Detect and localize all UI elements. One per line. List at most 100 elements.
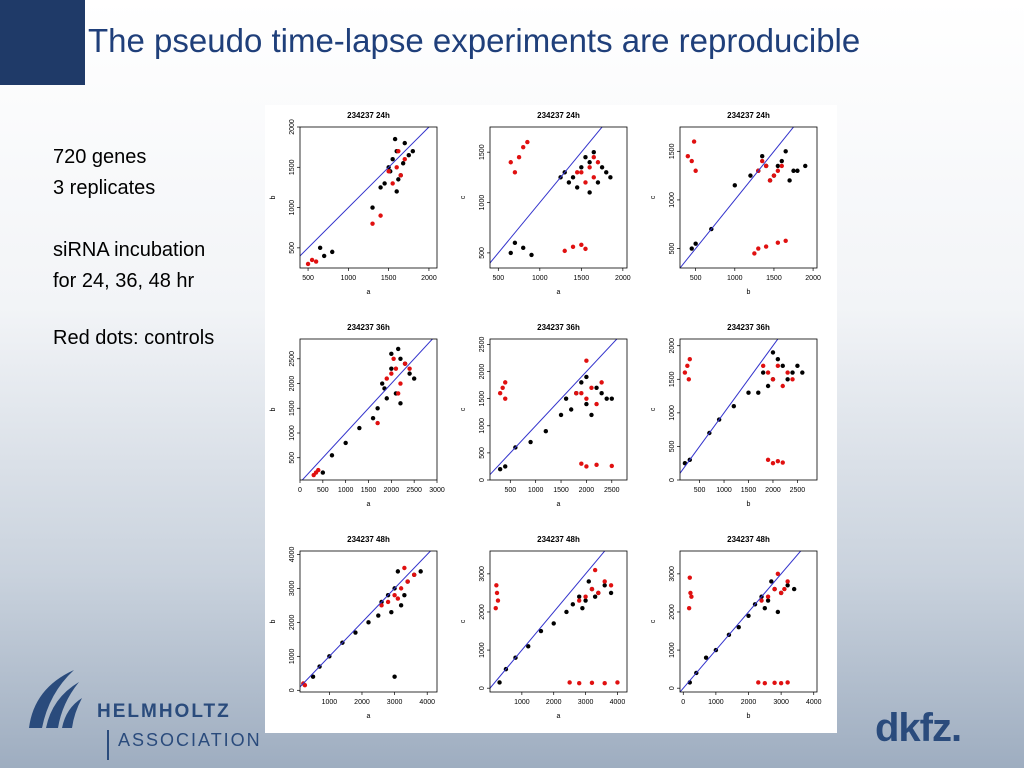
y-tick-label: 0 [479, 686, 486, 690]
point [592, 567, 598, 573]
point [406, 153, 411, 158]
point [564, 609, 569, 615]
point [418, 569, 423, 574]
text-line: Red dots: controls [53, 327, 215, 349]
point [763, 163, 769, 169]
point [752, 251, 757, 256]
point [602, 681, 607, 686]
point [508, 160, 513, 165]
point [583, 246, 588, 252]
y-tick-label: 1000 [479, 418, 486, 434]
y-tick-label: 2000 [289, 119, 296, 135]
point [402, 361, 408, 366]
x-tick-label: 1500 [553, 487, 569, 494]
y-tick-label: 500 [669, 440, 676, 452]
point [503, 396, 508, 401]
y-tick-label: 1500 [669, 371, 676, 387]
y-tick-label: 1500 [289, 400, 296, 416]
point [803, 163, 808, 169]
logo-text: ASSOCIATION [118, 730, 262, 750]
x-tick-label: 2000 [615, 275, 631, 282]
diagonal-line [680, 551, 802, 692]
point [528, 439, 533, 445]
point [780, 363, 785, 369]
y-tick-label: 1500 [289, 159, 296, 175]
point [393, 366, 399, 371]
point [787, 178, 792, 183]
y-tick-label: 500 [289, 242, 296, 254]
point [567, 680, 572, 685]
point [762, 605, 768, 611]
point [779, 163, 784, 169]
point [376, 613, 381, 618]
x-tick-label: 2000 [741, 699, 757, 706]
point [780, 460, 785, 465]
y-tick-label: 1000 [669, 642, 676, 658]
text-line: for 24, 36, 48 hr [53, 270, 195, 292]
point [599, 391, 604, 396]
point [586, 579, 591, 584]
x-tick-label: 1500 [361, 487, 377, 494]
scatter-plot: 234237 48h a c 1000 2000 3000 4000 0 1000 2000 300… [460, 535, 628, 720]
point [760, 158, 765, 164]
point [595, 160, 601, 165]
point [767, 178, 773, 183]
point [596, 590, 601, 596]
point [795, 168, 800, 173]
point [782, 586, 787, 592]
plot-frame [299, 126, 438, 269]
point [746, 613, 751, 618]
diagonal-line [301, 339, 434, 480]
point [577, 681, 582, 686]
point [390, 181, 395, 186]
scatter-plot: 234237 48h a b 1000 2000 3000 4000 0 1000 2000 300… [270, 535, 438, 720]
x-tick-label: 1000 [338, 487, 354, 494]
point [396, 177, 401, 182]
x-tick-label: 500 [694, 487, 706, 494]
x-tick-label: 3000 [773, 699, 789, 706]
plot-frame [679, 550, 818, 693]
point [686, 377, 692, 382]
y-tick-label: 0 [669, 686, 676, 690]
point [529, 252, 534, 258]
point [775, 163, 781, 169]
x-tick-label: 500 [690, 275, 702, 282]
y-axis-label: c [460, 195, 467, 199]
x-axis-label: a [367, 713, 371, 720]
point [775, 363, 781, 369]
y-tick-label: 3000 [669, 566, 676, 582]
point [583, 180, 588, 185]
y-tick-label: 2000 [479, 604, 486, 620]
x-tick-label: 2000 [384, 487, 400, 494]
point [760, 153, 765, 159]
point [775, 356, 781, 362]
point [538, 628, 544, 634]
point [398, 401, 403, 406]
y-tick-label: 2000 [669, 338, 676, 354]
y-tick-label: 3000 [289, 580, 296, 596]
point [391, 356, 396, 361]
point [580, 605, 585, 611]
point [595, 180, 601, 185]
point [398, 603, 404, 608]
point [736, 625, 741, 630]
point [305, 261, 311, 267]
point [525, 139, 530, 145]
point [685, 363, 690, 369]
point [609, 396, 614, 401]
x-tick-label: 2500 [406, 487, 422, 494]
x-tick-label: 500 [302, 275, 314, 282]
point [682, 370, 688, 375]
diagonal-line [300, 127, 430, 257]
y-tick-label: 500 [479, 447, 486, 459]
y-tick-label: 500 [289, 452, 296, 464]
point [795, 363, 800, 369]
point [785, 370, 790, 375]
point [589, 385, 594, 391]
point [587, 160, 592, 165]
diagonal-line [680, 339, 779, 475]
scatter-plot: 234237 24h a c 500 1000 1500 2000 500 1000 1500 [460, 111, 631, 296]
point [583, 155, 588, 160]
point [783, 149, 788, 154]
point [589, 680, 595, 686]
